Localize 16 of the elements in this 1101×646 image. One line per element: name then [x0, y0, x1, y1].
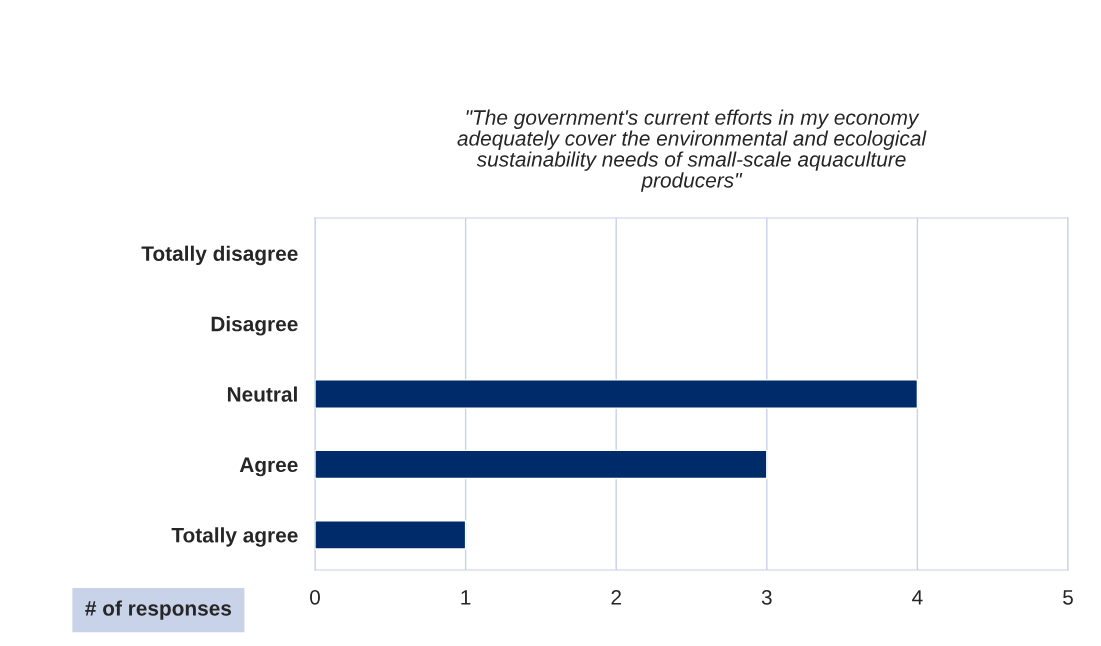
- x-tick-label: 4: [912, 590, 923, 605]
- y-tick-label: Neutral: [227, 386, 297, 402]
- y-tick-label: Disagree: [211, 316, 298, 336]
- bar: [315, 379, 919, 409]
- y-tick-label: Totally disagree: [141, 245, 298, 266]
- x-tick-label: 2: [611, 589, 621, 605]
- chart-title: "The government's current efforts in my economy adequately cover the environmental and ecological sustainability needs of small-scale aquaculture producers": [457, 109, 927, 192]
- x-tick-label: 1: [461, 590, 471, 605]
- x-tick-label: 3: [761, 589, 772, 605]
- x-tick-label: 0: [310, 589, 320, 605]
- x-tick-label: 5: [1063, 590, 1073, 605]
- bar: [315, 449, 768, 480]
- y-tick-label: Agree: [239, 457, 298, 477]
- bar: [315, 520, 467, 550]
- y-tick-label: Totally agree: [171, 527, 298, 547]
- x-axis-title: # of responses: [85, 600, 232, 620]
